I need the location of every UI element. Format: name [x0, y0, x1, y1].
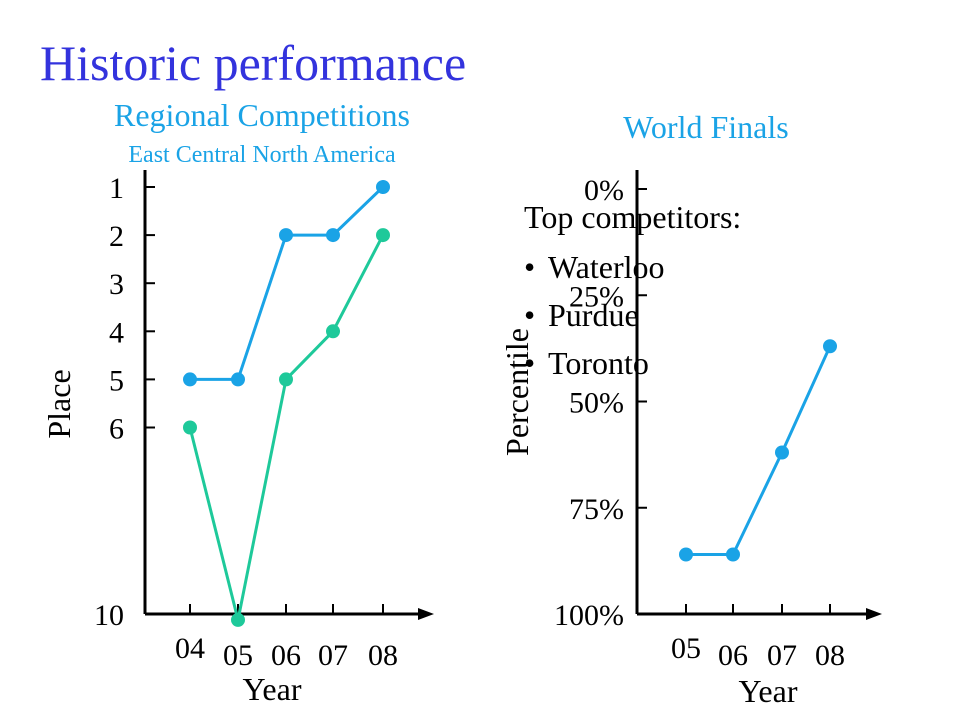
world-finals-data-point [823, 339, 837, 354]
regional-data-point [326, 324, 340, 339]
world-finals-y-ticks: 0% 25% 50% 75% 100% [554, 174, 647, 632]
callout-list: • Waterloo • Purdue • Toronto [524, 249, 664, 381]
regional-y-tick-label: 3 [109, 268, 124, 301]
regional-x-tick-label: 07 [318, 639, 348, 672]
world-finals-x-tick-label: 07 [767, 639, 797, 672]
regional-x-tick-label: 05 [223, 639, 253, 672]
world-finals-x-tick-label: 08 [815, 639, 845, 672]
regional-x-tick-label: 06 [271, 639, 301, 672]
world-finals-y-tick-label: 50% [569, 387, 624, 420]
world-finals-series [679, 339, 837, 562]
world-finals-y-tick-label: 100% [554, 599, 624, 632]
world-finals-data-point [726, 547, 740, 562]
world-finals-x-axis-arrow [866, 608, 882, 620]
world-finals-x-axis-label: Year [739, 673, 798, 709]
regional-data-point [279, 228, 293, 243]
regional-series-line-1 [190, 185, 385, 381]
world-finals-x-tick-label: 05 [671, 632, 701, 665]
top-competitors-callout: Top competitors: • Waterloo • Purdue • Toront… [524, 199, 741, 381]
world-finals-data-point [679, 547, 693, 562]
regional-data-point [183, 372, 197, 387]
world-finals-x-ticks: 05 06 07 08 [671, 604, 845, 672]
callout-list-item: Purdue [548, 297, 639, 333]
world-finals-y-tick-label: 75% [569, 493, 624, 526]
regional-data-point [231, 372, 245, 387]
world-finals-y-axis-label: Percentile [499, 328, 535, 456]
regional-data-point [231, 612, 245, 627]
regional-y-tick-label: 10 [94, 599, 124, 632]
world-finals-chart-title: World Finals [623, 109, 788, 145]
regional-y-axis-label: Place [41, 369, 77, 438]
regional-chart-title: Regional Competitions [114, 97, 410, 133]
regional-x-tick-label: 08 [368, 639, 398, 672]
bullet-icon: • [524, 249, 535, 285]
regional-y-tick-label: 4 [109, 316, 124, 349]
regional-x-axis-arrow [418, 608, 434, 620]
slide-title: Historic performance [40, 35, 466, 91]
world-finals-x-tick-label: 06 [718, 639, 748, 672]
world-finals-chart: World Finals Year Percentile 0% 25% 50% 75%… [499, 109, 882, 709]
world-finals-data-point [775, 445, 789, 460]
regional-y-ticks: 1 2 3 4 5 6 10 [94, 172, 155, 632]
regional-data-point [183, 420, 197, 435]
regional-y-tick-label: 5 [109, 364, 124, 397]
world-finals-y-tick-label: 25% [569, 280, 624, 313]
regional-data-point [279, 372, 293, 387]
callout-heading: Top competitors: [524, 199, 741, 235]
regional-chart: Regional Competitions East Central North… [41, 97, 434, 707]
regional-chart-subtitle: East Central North America [128, 142, 396, 168]
callout-list-item: Waterloo [548, 249, 664, 285]
regional-data-point [376, 228, 390, 243]
regional-y-tick-label: 2 [109, 220, 124, 253]
regional-series-line-2 [188, 234, 385, 621]
regional-x-axis-label: Year [243, 671, 302, 707]
regional-x-tick-label: 04 [175, 632, 205, 665]
world-finals-y-tick-label: 0% [584, 174, 624, 207]
regional-y-tick-label: 6 [109, 413, 124, 446]
regional-data-point [376, 180, 390, 194]
regional-series [183, 180, 390, 627]
regional-y-tick-label: 1 [109, 172, 124, 205]
bullet-icon: • [524, 345, 535, 381]
bullet-icon: • [524, 297, 535, 333]
regional-x-ticks: 04 05 06 07 08 [175, 604, 398, 672]
regional-data-point [326, 228, 340, 243]
callout-list-item: Toronto [548, 345, 649, 381]
world-finals-series-line-1 [686, 345, 832, 556]
